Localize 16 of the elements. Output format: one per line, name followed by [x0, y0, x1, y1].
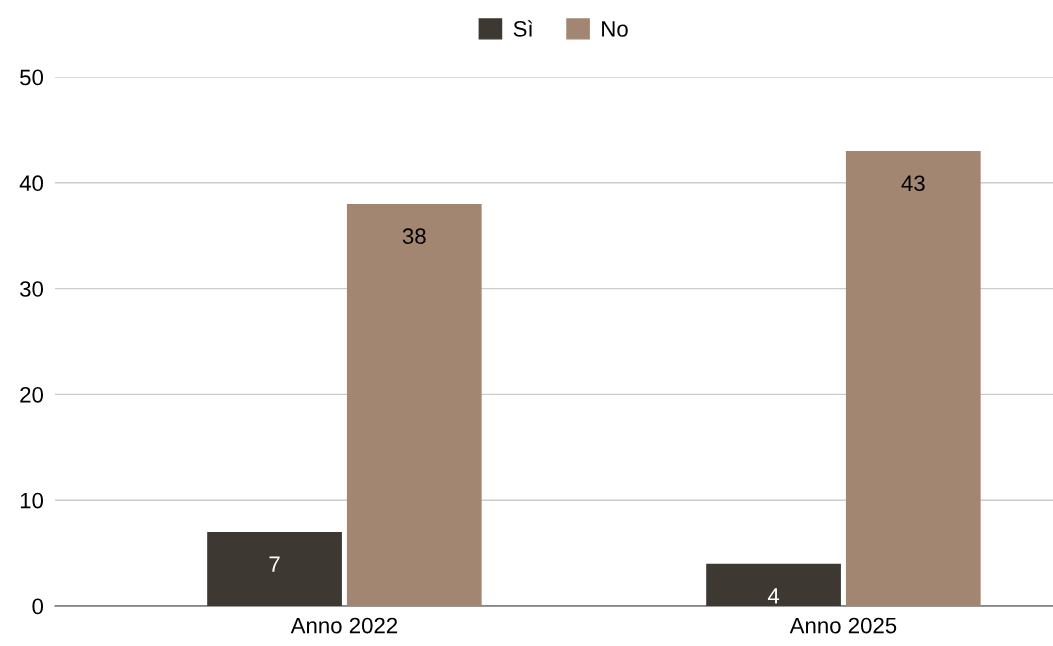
data-label: 4 — [767, 588, 780, 604]
legend-label: No — [602, 21, 628, 37]
y-tick-label: 40 — [19, 175, 44, 192]
bar — [346, 203, 482, 606]
y-tick-label: 0 — [32, 598, 44, 615]
bar — [845, 151, 981, 606]
x-tick-label: Anno 2025 — [789, 617, 897, 634]
y-tick-label: 10 — [20, 492, 44, 509]
data-label: 38 — [402, 228, 426, 245]
data-label: 43 — [901, 175, 925, 192]
legend-label: Sì — [513, 20, 533, 37]
data-label: 7 — [269, 556, 280, 572]
y-tick-label: 30 — [20, 281, 44, 297]
y-tick-label: 20 — [20, 386, 44, 403]
y-tick-label: 50 — [20, 69, 44, 86]
x-tick-label: Anno 2022 — [290, 617, 398, 634]
